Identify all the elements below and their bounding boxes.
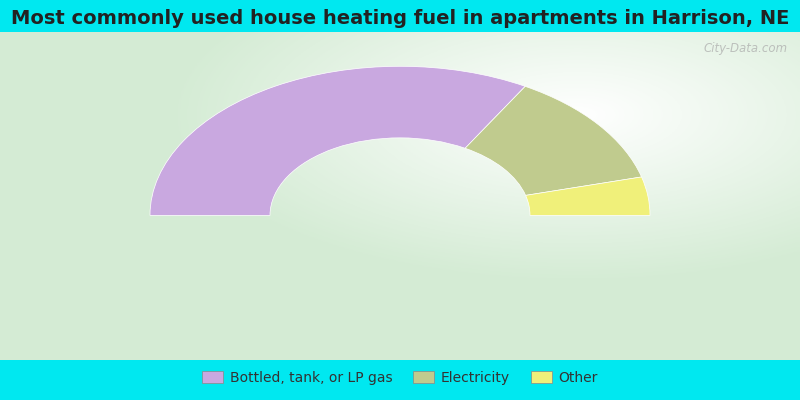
Legend: Bottled, tank, or LP gas, Electricity, Other: Bottled, tank, or LP gas, Electricity, O… xyxy=(202,371,598,385)
Wedge shape xyxy=(465,86,642,195)
Wedge shape xyxy=(526,177,650,215)
Wedge shape xyxy=(150,66,526,215)
Text: City-Data.com: City-Data.com xyxy=(703,42,787,56)
Text: Most commonly used house heating fuel in apartments in Harrison, NE: Most commonly used house heating fuel in… xyxy=(11,8,789,28)
